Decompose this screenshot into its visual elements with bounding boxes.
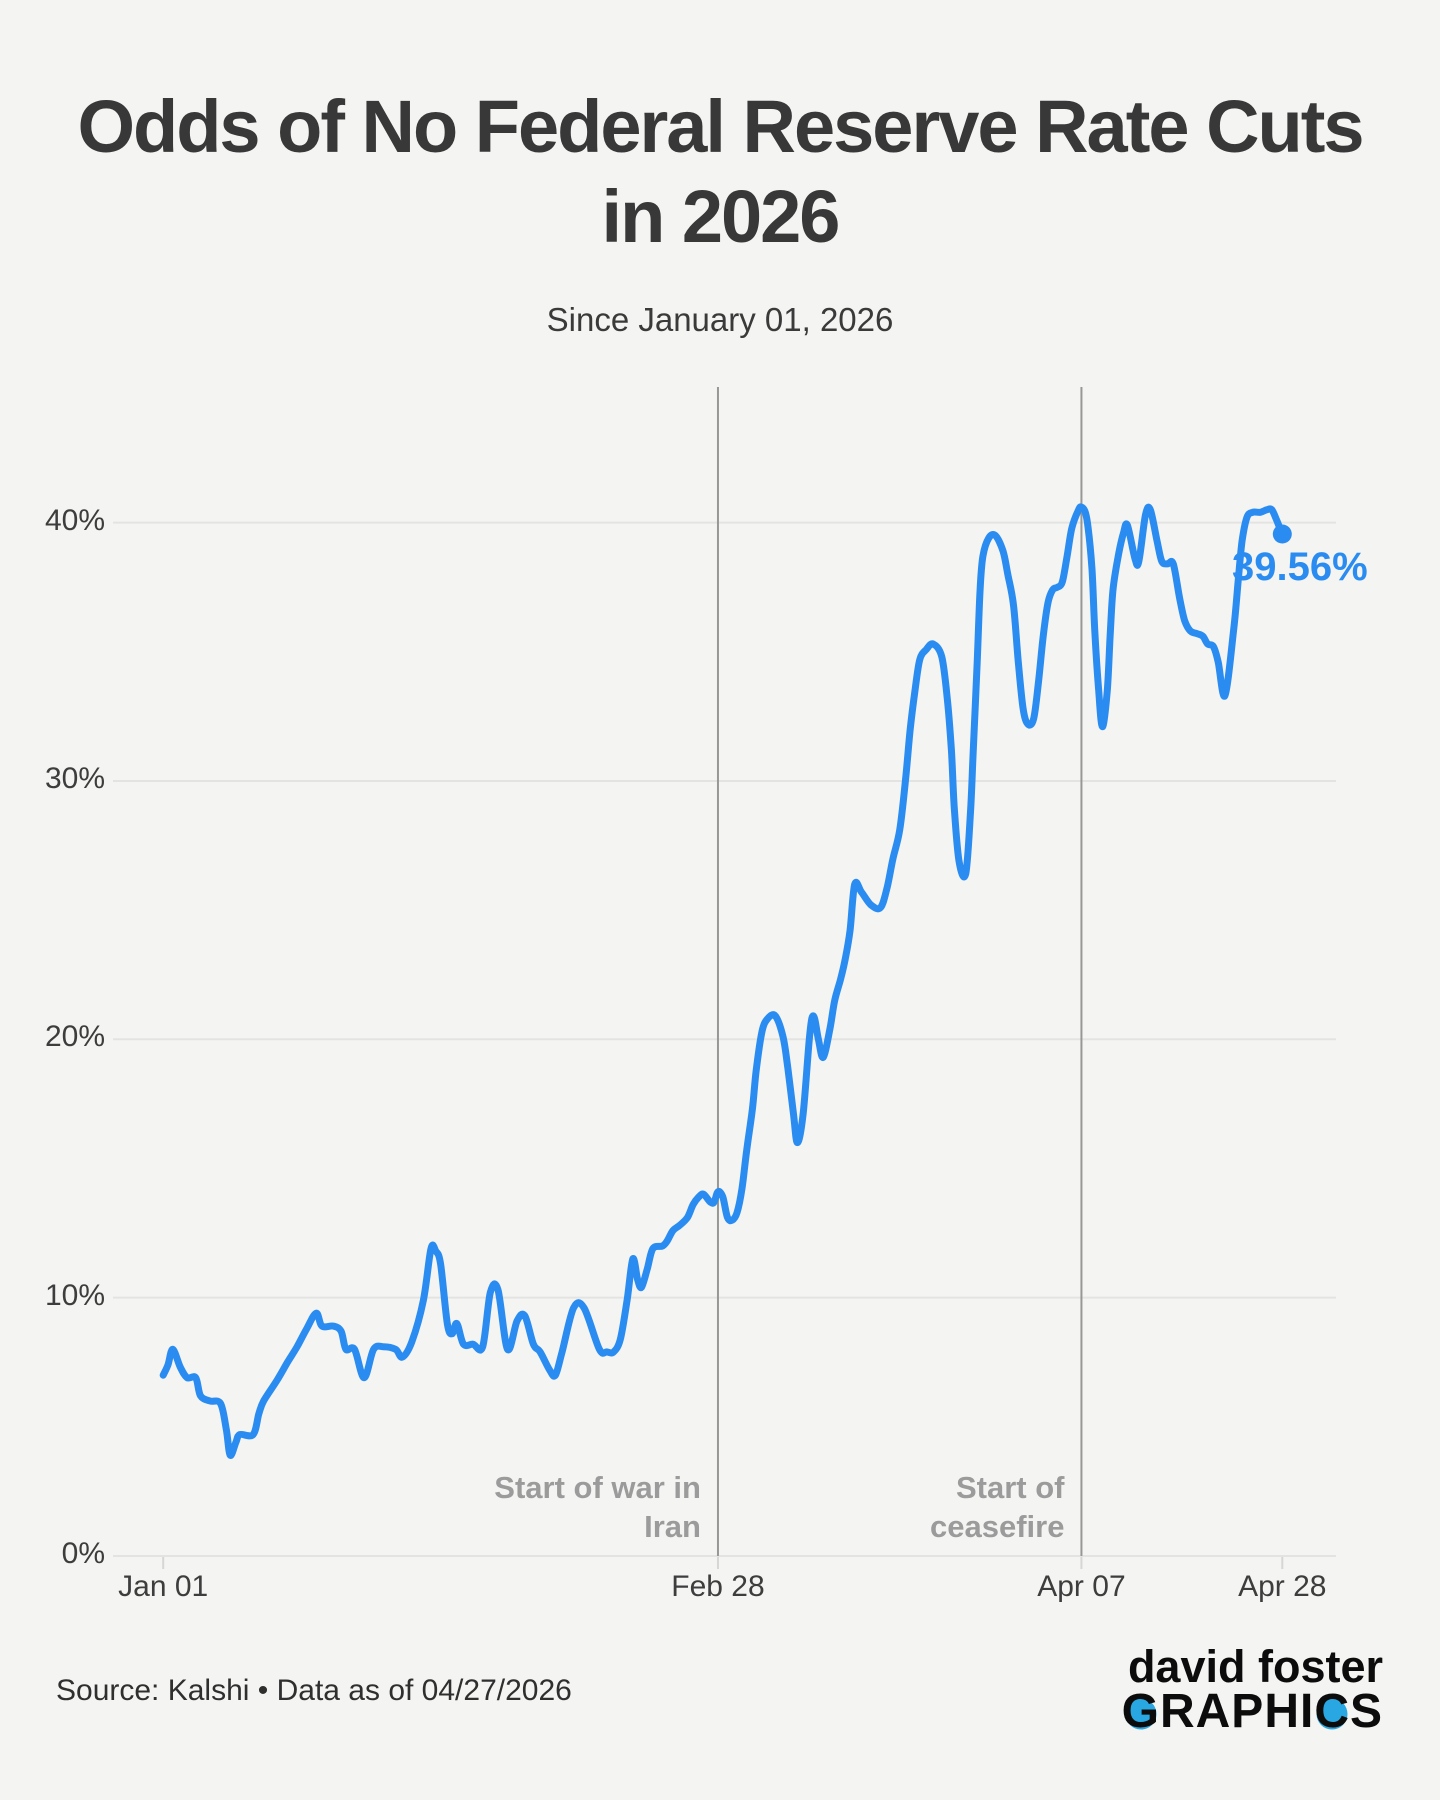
x-axis-label-apr28: Apr 28 (1238, 1570, 1327, 1603)
y-axis-label-10: 10% (44, 1278, 105, 1312)
x-axis-label-apr07: Apr 07 (1037, 1570, 1126, 1603)
brand-logo: david foster GRAPHICS (1121, 1641, 1383, 1738)
annotation-war-label: Start of war in Iran (494, 1470, 701, 1544)
event-annotation-lines (716, 387, 1083, 1556)
logo-graphics-wordmark: GRAPHICS (1121, 1685, 1383, 1738)
last-value-label: 39.56% (1232, 545, 1368, 589)
y-axis-label-0: 0% (61, 1537, 105, 1570)
y-axis-label-20: 20% (44, 1020, 105, 1054)
page-title: Odds of No Federal Reserve Rate Cuts in … (0, 82, 1440, 262)
page-title-line2: in 2026 (601, 175, 841, 258)
x-axis-label-jan01: Jan 01 (118, 1570, 209, 1603)
last-value-dot (1272, 524, 1292, 544)
logo-g-ball-icon: G (1121, 1685, 1160, 1738)
source-note: Source: Kalshi • Data as of 04/27/2026 (56, 1674, 572, 1707)
logo-c-ball-icon: C (1314, 1685, 1350, 1738)
odds-line-series (159, 503, 1286, 1459)
logo-name-text: david foster (1127, 1641, 1383, 1692)
annotation-ceasefire-label: Start of ceasefire (930, 1470, 1065, 1544)
horizontal-gridlines (113, 521, 1336, 1557)
y-axis-label-30: 30% (44, 761, 105, 795)
page-subtitle: Since January 01, 2026 (546, 301, 894, 338)
y-axis-label-40: 40% (44, 503, 105, 537)
x-axis-label-feb28: Feb 28 (671, 1570, 765, 1603)
x-axis-ticks (162, 1557, 1284, 1569)
page-title-line1: Odds of No Federal Reserve Rate Cuts (77, 85, 1364, 168)
